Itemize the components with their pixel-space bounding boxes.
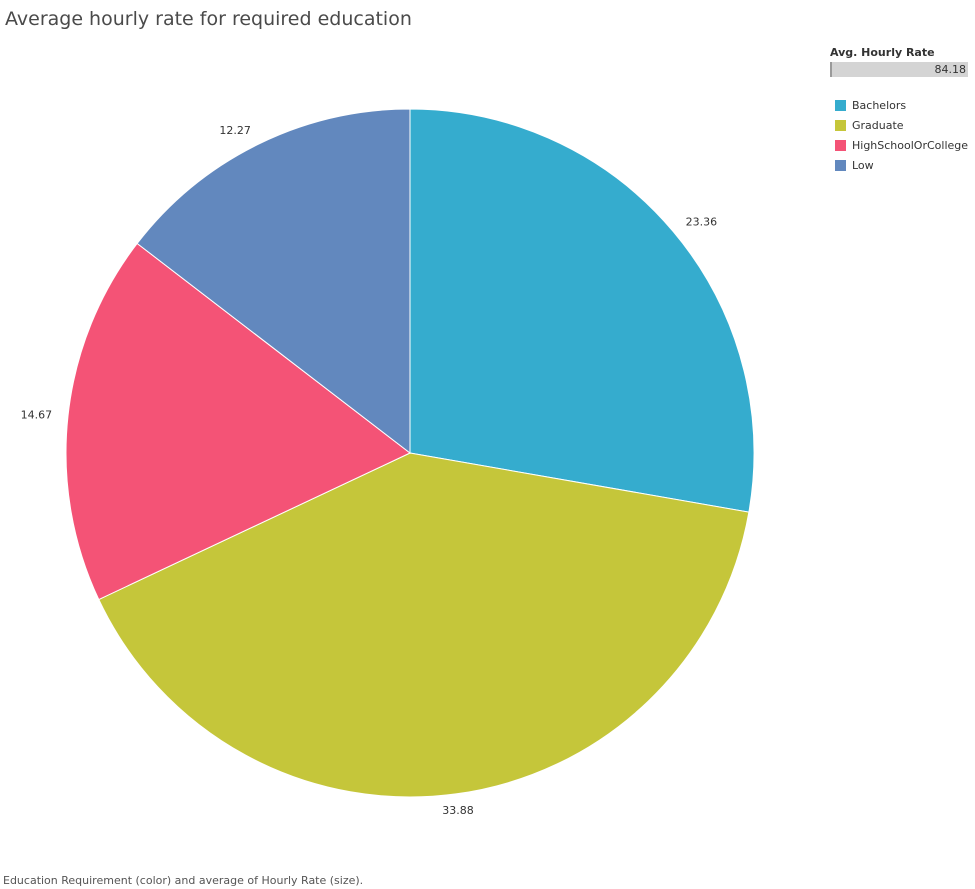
size-legend-max: 84.18 — [934, 63, 967, 76]
legend-item-bachelors[interactable]: Bachelors — [835, 95, 968, 115]
slice-label-low: 12.27 — [219, 124, 251, 137]
legend-swatch — [835, 99, 846, 111]
size-legend: Avg. Hourly Rate 84.18 — [830, 46, 970, 77]
color-legend: Bachelors Graduate HighSchoolOrCollege Low — [835, 95, 968, 175]
legend-label: Bachelors — [852, 98, 907, 112]
chart-caption: Education Requirement (color) and averag… — [3, 874, 364, 887]
legend-item-graduate[interactable]: Graduate — [835, 115, 968, 135]
pie-slice-bachelors[interactable] — [409, 108, 755, 513]
pie-slice-highschoolorcollege[interactable] — [65, 242, 411, 601]
pie-slice-low[interactable] — [136, 108, 411, 455]
legend-swatch — [835, 159, 846, 171]
legend-swatch — [835, 119, 846, 131]
size-legend-title: Avg. Hourly Rate — [830, 46, 935, 59]
legend-item-highschoolorcollege[interactable]: HighSchoolOrCollege — [835, 135, 968, 155]
pie-slice-graduate[interactable] — [98, 452, 750, 798]
slice-label-bachelors: 23.36 — [686, 215, 718, 228]
size-legend-bar: 84.18 — [830, 62, 968, 77]
chart-title: Average hourly rate for required educati… — [5, 8, 412, 30]
legend-label: Graduate — [852, 118, 904, 132]
legend-swatch — [835, 139, 846, 151]
slice-label-graduate: 33.88 — [442, 804, 474, 817]
legend-label: HighSchoolOrCollege — [852, 138, 969, 152]
slice-label-highschoolorcollege: 14.67 — [21, 408, 53, 421]
legend-item-low[interactable]: Low — [835, 155, 968, 175]
legend-label: Low — [852, 158, 874, 172]
